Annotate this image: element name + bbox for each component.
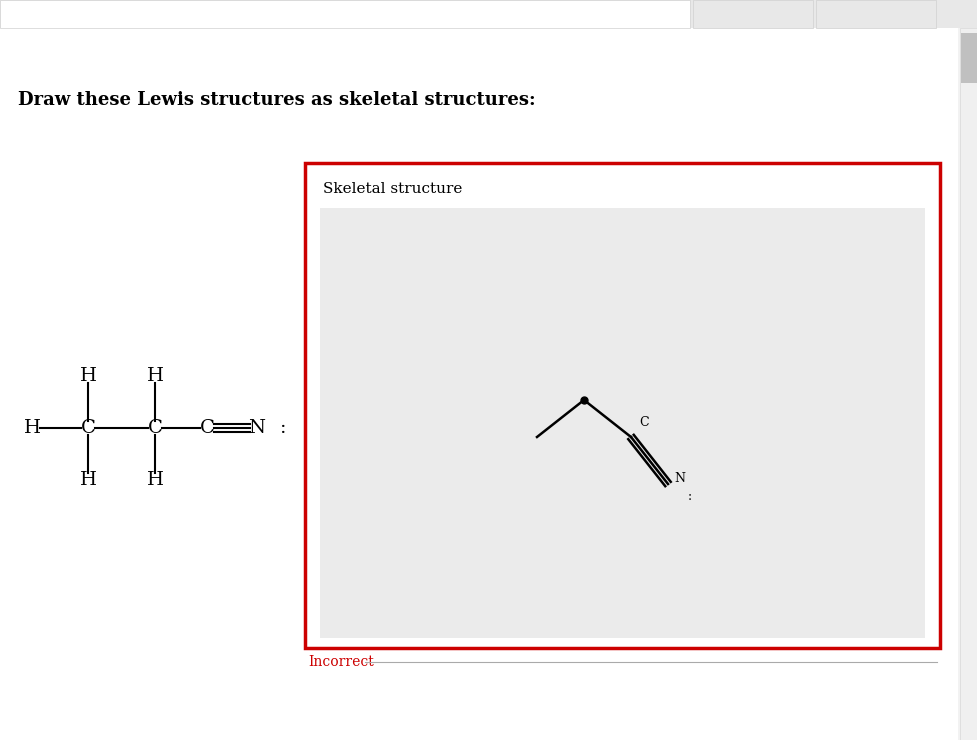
Bar [319, 208, 924, 638]
Text: Incorrect: Incorrect [308, 655, 373, 669]
Bar [693, 0, 812, 28]
Bar [960, 33, 976, 83]
Bar [0, 0, 690, 28]
Text: C: C [638, 415, 648, 428]
Bar [959, 28, 977, 740]
Text: N: N [673, 473, 684, 485]
Text: :: : [279, 419, 286, 437]
Text: C: C [80, 419, 96, 437]
Text: H: H [23, 419, 40, 437]
Bar [305, 163, 939, 648]
Text: H: H [79, 471, 97, 489]
Text: H: H [79, 367, 97, 385]
Bar [0, 0, 977, 28]
Text: :: : [687, 489, 692, 502]
Text: H: H [147, 471, 163, 489]
Bar [815, 0, 935, 28]
Text: Skeletal structure: Skeletal structure [322, 182, 462, 196]
Text: C: C [148, 419, 162, 437]
Text: C: C [199, 419, 214, 437]
Text: Draw these Lewis structures as skeletal structures:: Draw these Lewis structures as skeletal … [18, 91, 535, 109]
Text: H: H [147, 367, 163, 385]
Text: N: N [248, 419, 265, 437]
